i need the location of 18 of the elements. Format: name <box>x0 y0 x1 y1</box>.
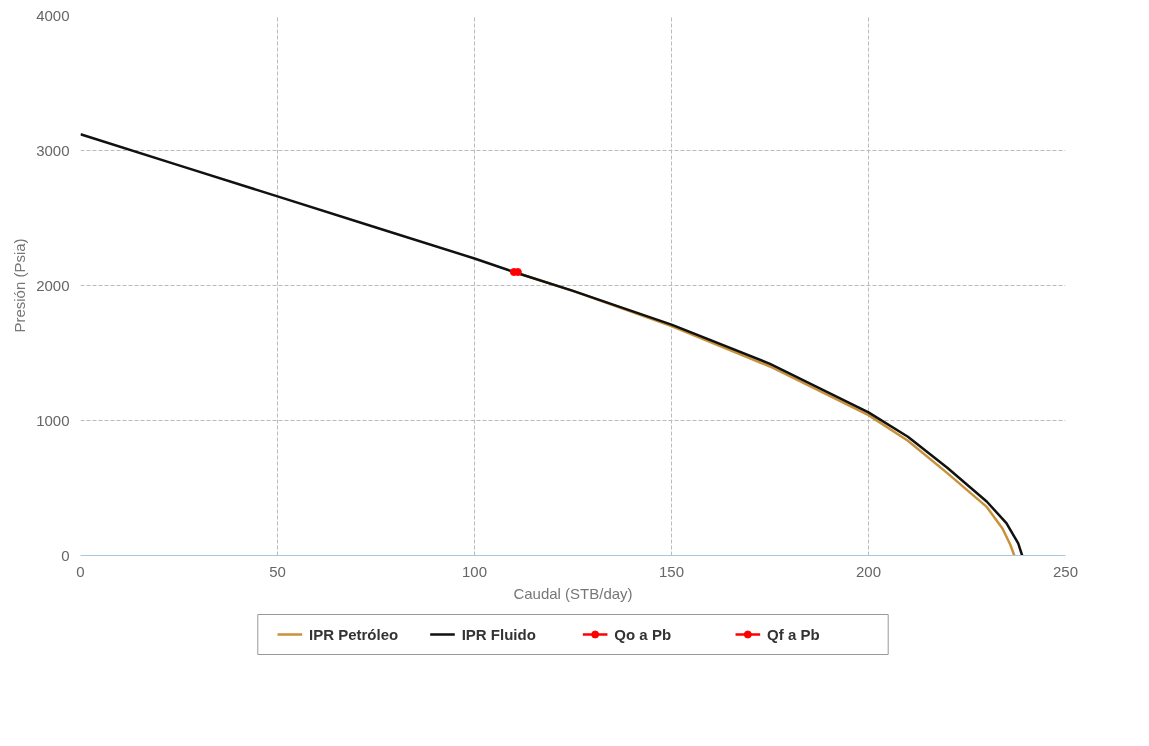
line-series <box>80 133 1024 556</box>
legend-label: IPR Petróleo <box>309 626 399 643</box>
x-tick-label: 100 <box>461 562 488 580</box>
x-tick-label: 150 <box>658 562 685 580</box>
y-tick-label: 3000 <box>36 141 70 159</box>
y-axis-title: Presión (Psia) <box>11 238 29 333</box>
y-tick-label: 1000 <box>36 411 70 429</box>
y-tick-label: 0 <box>61 546 70 564</box>
legend-label: IPR Fluido <box>461 626 536 643</box>
x-tick-label: 200 <box>855 562 882 580</box>
x-tick-label: 0 <box>76 562 85 580</box>
x-axis-title: Caudal (STB/day) <box>513 584 633 602</box>
y-tick-label: 2000 <box>36 276 70 294</box>
y-tick-label: 4000 <box>36 6 70 24</box>
legend-label: Qf a Pb <box>767 626 820 643</box>
legend-label: Qo a Pb <box>614 626 672 643</box>
x-tick-label: 50 <box>269 562 286 580</box>
x-tick-label: 250 <box>1052 562 1079 580</box>
